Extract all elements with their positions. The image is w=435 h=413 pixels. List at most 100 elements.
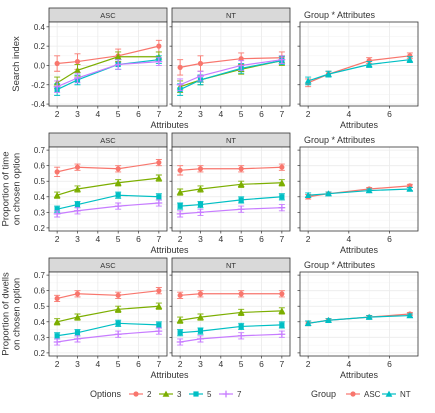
data-point	[155, 199, 163, 207]
data-point	[278, 330, 286, 338]
y-tick-label: 0.4	[34, 318, 46, 327]
y-axis-title-line: Proportion of time	[1, 152, 12, 227]
facet-row-1: Search index -0.4 -0.2 0.0 0.2 0.4 ASC 2 3 4 5 6 7 NT…	[11, 7, 419, 130]
data-point	[197, 166, 204, 172]
facet-panel-asc: ASC 2 3 4 5 6 7	[46, 7, 168, 119]
data-point	[177, 292, 183, 298]
x-tick-label: 6	[136, 109, 141, 119]
data-point	[53, 318, 61, 325]
data-point	[156, 159, 162, 166]
y-tick-label: 0.7	[34, 146, 46, 155]
legend-item-asc: ASC	[346, 390, 381, 399]
y-axis-title-line: on chosen option	[12, 153, 23, 225]
x-tick-label: 4	[346, 234, 351, 244]
facet-row-2: Proportion of time on chosen option 0.2 0.3…	[1, 132, 419, 255]
series-line	[179, 59, 282, 86]
y-axis-title: Search index	[11, 36, 22, 92]
data-point	[406, 185, 414, 192]
series-2	[54, 287, 162, 303]
y-tick-label: -0.4	[31, 100, 45, 109]
data-point	[304, 77, 312, 84]
panel-border	[299, 271, 419, 357]
data-point	[54, 169, 60, 175]
y-tick-label: 0.5	[34, 302, 46, 311]
x-tick-label: 2	[306, 359, 311, 369]
series-nt	[304, 185, 414, 199]
facet-strip-label: ASC	[100, 261, 116, 270]
data-point	[74, 58, 81, 65]
x-tick-label: 4	[346, 359, 351, 369]
x-tick-label: 3	[198, 359, 203, 369]
data-point	[197, 185, 204, 192]
series-line	[180, 182, 282, 193]
data-point	[114, 305, 122, 313]
panel-border	[171, 271, 291, 357]
x-axis-title: Attributes	[150, 120, 189, 130]
data-point	[279, 322, 285, 328]
series-7	[53, 57, 163, 93]
data-point	[74, 66, 81, 73]
panel-background	[49, 22, 167, 106]
data-point	[238, 323, 244, 330]
data-point	[197, 291, 204, 297]
x-axis-title: Attributes	[340, 245, 379, 255]
data-point	[53, 210, 61, 218]
x-tick-label: 2	[178, 359, 183, 369]
data-point	[74, 74, 81, 82]
x-tick-label: 2	[178, 234, 183, 244]
data-point	[156, 194, 162, 200]
series-5	[177, 193, 285, 210]
legend-key-marker	[133, 391, 139, 397]
y-tick-label: -0.2	[31, 81, 45, 90]
x-tick-label: 7	[156, 359, 161, 369]
series-line	[56, 59, 159, 91]
data-point	[74, 185, 81, 192]
data-point	[304, 191, 312, 198]
series-line	[57, 45, 159, 65]
figure-root: Search index -0.4 -0.2 0.0 0.2 0.4 ASC 2 3 4 5 6 7 NT…	[1, 7, 419, 399]
series-3	[53, 302, 163, 326]
data-point	[176, 188, 184, 195]
data-point	[115, 166, 121, 172]
legend-item-label: ASC	[364, 390, 381, 399]
data-point	[238, 166, 244, 172]
x-tick-label: 3	[75, 234, 80, 244]
series-nt	[304, 312, 414, 327]
panel-border	[299, 21, 419, 107]
data-point	[54, 333, 60, 339]
data-point	[238, 197, 244, 203]
data-point	[237, 180, 245, 188]
data-point	[278, 179, 286, 186]
data-point	[114, 53, 122, 60]
y-tick-label: 0.6	[34, 162, 46, 171]
data-point	[74, 164, 81, 170]
x-tick-label: 5	[116, 109, 121, 119]
data-point	[177, 330, 183, 336]
x-tick-label: 2	[178, 109, 183, 119]
x-axis-title: Attributes	[340, 370, 379, 380]
x-tick-label: 4	[218, 359, 223, 369]
data-point	[237, 205, 245, 213]
data-point	[365, 313, 373, 320]
x-tick-label: 5	[239, 234, 244, 244]
y-axis-title-line: on chosen option	[12, 278, 23, 350]
x-axis-title: Attributes	[150, 245, 189, 255]
legend-item-label: 3	[177, 390, 182, 399]
x-tick-label: 3	[75, 359, 80, 369]
data-point	[197, 208, 204, 216]
x-tick-label: 5	[239, 109, 244, 119]
legend-title: Group	[311, 389, 336, 399]
data-point	[278, 204, 286, 212]
data-point	[156, 288, 162, 294]
series-line	[56, 60, 159, 88]
series-line	[180, 166, 282, 171]
facet-panel-asc: ASC 2 3 4 5 6 7	[46, 132, 168, 244]
x-tick-label: 6	[259, 359, 264, 369]
y-axis-title: Proportion of time on chosen option	[1, 152, 23, 227]
panel-border	[171, 21, 291, 107]
series-5	[177, 321, 285, 337]
legend-item-label: 7	[237, 390, 242, 399]
panel-border	[299, 146, 419, 232]
